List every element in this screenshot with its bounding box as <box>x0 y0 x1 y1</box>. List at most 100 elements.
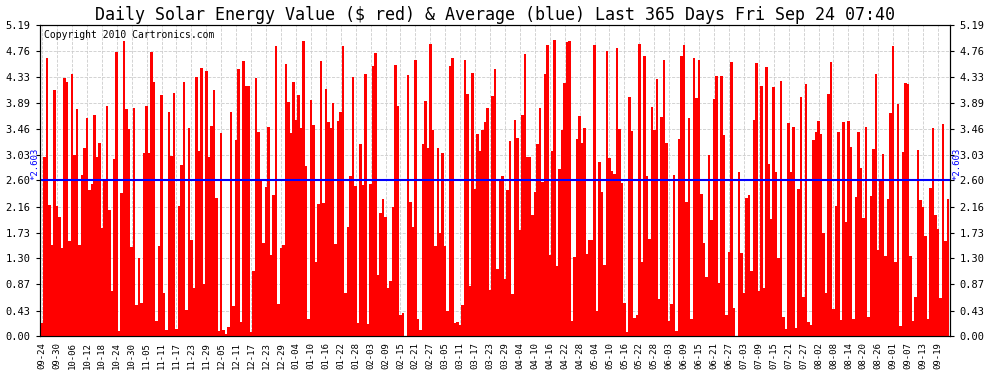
Bar <box>915 297 917 336</box>
Bar <box>249 332 252 336</box>
Bar <box>322 202 325 336</box>
Bar <box>802 297 805 336</box>
Bar <box>108 210 111 336</box>
Bar <box>190 240 193 336</box>
Bar <box>335 244 337 336</box>
Bar <box>80 175 83 336</box>
Bar <box>862 218 864 336</box>
Bar <box>340 112 342 336</box>
Bar <box>591 240 593 336</box>
Bar <box>611 171 613 336</box>
Bar <box>280 248 282 336</box>
Bar <box>369 183 372 336</box>
Bar <box>131 247 133 336</box>
Bar <box>912 321 915 336</box>
Bar <box>295 120 297 336</box>
Bar <box>608 158 611 336</box>
Bar <box>44 157 46 336</box>
Bar <box>489 290 491 336</box>
Bar <box>905 83 907 336</box>
Bar <box>542 182 544 336</box>
Bar <box>389 280 392 336</box>
Bar <box>215 198 218 336</box>
Bar <box>228 327 230 336</box>
Bar <box>444 246 446 336</box>
Bar <box>177 206 180 336</box>
Bar <box>842 122 844 336</box>
Bar <box>946 199 949 336</box>
Bar <box>937 229 940 336</box>
Bar <box>770 219 772 336</box>
Bar <box>203 284 205 336</box>
Bar <box>332 103 335 336</box>
Bar <box>603 265 606 336</box>
Bar <box>456 322 459 336</box>
Bar <box>583 128 586 336</box>
Bar <box>623 303 626 336</box>
Bar <box>833 309 835 336</box>
Bar <box>658 299 660 336</box>
Bar <box>718 283 720 336</box>
Bar <box>96 157 98 336</box>
Bar <box>516 138 519 336</box>
Bar <box>55 206 58 336</box>
Bar <box>514 120 516 336</box>
Bar <box>670 304 673 336</box>
Bar <box>346 227 349 336</box>
Bar <box>693 58 695 336</box>
Bar <box>757 291 760 336</box>
Bar <box>728 252 731 336</box>
Bar <box>840 320 842 336</box>
Bar <box>185 310 188 336</box>
Bar <box>742 293 745 336</box>
Bar <box>882 154 884 336</box>
Bar <box>208 157 210 336</box>
Bar <box>899 326 902 336</box>
Bar <box>830 63 833 336</box>
Bar <box>792 127 795 336</box>
Bar <box>300 128 302 336</box>
Bar <box>267 127 270 336</box>
Bar <box>922 207 925 336</box>
Bar <box>777 258 780 336</box>
Bar <box>68 242 70 336</box>
Bar <box>713 99 715 336</box>
Bar <box>894 262 897 336</box>
Bar <box>655 80 658 336</box>
Bar <box>593 45 596 336</box>
Bar <box>167 111 170 336</box>
Bar <box>248 86 249 336</box>
Bar <box>419 330 422 336</box>
Bar <box>741 253 742 336</box>
Bar <box>233 306 235 336</box>
Bar <box>618 129 621 336</box>
Bar <box>835 206 838 336</box>
Bar <box>767 164 770 336</box>
Bar <box>152 82 155 336</box>
Bar <box>183 82 185 336</box>
Bar <box>494 69 496 336</box>
Bar <box>805 84 807 336</box>
Bar <box>412 227 414 336</box>
Bar <box>287 102 290 336</box>
Bar <box>320 60 322 336</box>
Bar <box>402 313 404 336</box>
Bar <box>772 87 775 336</box>
Bar <box>354 186 356 336</box>
Bar <box>254 78 257 336</box>
Bar <box>917 150 920 336</box>
Bar <box>828 94 830 336</box>
Bar <box>374 53 377 336</box>
Bar <box>790 172 792 336</box>
Bar <box>519 230 521 336</box>
Bar <box>481 130 484 336</box>
Bar <box>210 126 213 336</box>
Bar <box>136 305 138 336</box>
Bar <box>897 104 899 336</box>
Bar <box>852 319 854 336</box>
Bar <box>240 322 243 336</box>
Bar <box>818 122 820 336</box>
Bar <box>663 60 665 336</box>
Bar <box>469 285 471 336</box>
Bar <box>349 176 351 336</box>
